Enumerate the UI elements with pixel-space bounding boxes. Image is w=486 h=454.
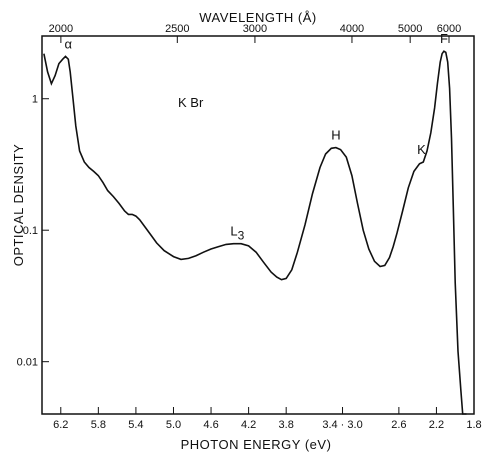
x2-tick-label: 2500 xyxy=(165,23,189,35)
y-axis-title: OPTICAL DENSITY xyxy=(11,144,26,267)
peak-labels: α L3 H K F xyxy=(65,31,448,242)
x-tick-label: 4.2 xyxy=(241,419,256,431)
peak-label: F xyxy=(440,31,448,46)
x-tick-label: 5.4 xyxy=(128,419,143,431)
peak-label: H xyxy=(331,128,340,143)
top-axis-title: WAVELENGTH (Å) xyxy=(199,10,317,25)
x2-tick-label: 5000 xyxy=(398,23,422,35)
x2-tick-label: 6000 xyxy=(437,23,461,35)
peak-label: L3 xyxy=(230,224,244,243)
x-tick-label: 2.6 xyxy=(391,419,406,431)
top-axis-ticks: 2000 2500 3000 4000 5000 6000 xyxy=(49,23,461,43)
x-tick-label: 4.6 xyxy=(203,419,218,431)
x2-tick-label: 4000 xyxy=(340,23,364,35)
left-axis-ticks: 1 0.1 0.01 xyxy=(17,94,49,369)
x-tick-label: 3.4 · 3.0 xyxy=(322,419,362,431)
x-tick-label: 3.8 xyxy=(279,419,294,431)
peak-label: α xyxy=(65,36,73,51)
bottom-axis-ticks: 6.2 5.8 5.4 5.0 4.6 4.2 3.8 3.4 · 3.0 2.6 2.2 1.8 xyxy=(53,407,482,431)
plot-frame xyxy=(41,35,475,415)
y-tick-label: 0.01 xyxy=(17,357,38,369)
x-tick-label: 2.2 xyxy=(429,419,444,431)
x2-tick-label: 3000 xyxy=(243,23,267,35)
peak-label: K xyxy=(417,142,426,157)
x-tick-label: 5.8 xyxy=(91,419,106,431)
x-tick-label: 1.8 xyxy=(466,419,481,431)
series-curve xyxy=(43,50,467,415)
bottom-axis-title: PHOTON ENERGY (eV) xyxy=(181,437,332,452)
kbr-annotation: K Br xyxy=(178,95,204,110)
x-tick-label: 6.2 xyxy=(53,419,68,431)
x2-tick-label: 2000 xyxy=(49,23,73,35)
y-tick-label: 0.1 xyxy=(23,225,38,237)
y-tick-label: 1 xyxy=(32,94,38,106)
x-tick-label: 5.0 xyxy=(166,419,181,431)
